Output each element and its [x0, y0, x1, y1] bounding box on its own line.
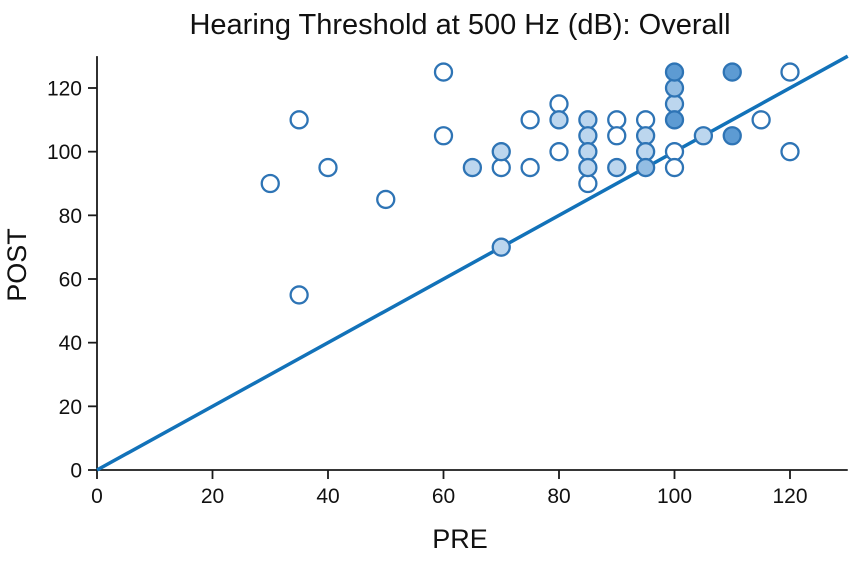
data-point: [462, 157, 483, 178]
y-tick-label: 0: [70, 460, 82, 483]
data-point: [491, 142, 511, 162]
data-point: [289, 110, 309, 130]
axis-ticks: 0 20 40 60 80 100 120 0 20 40 60 80 100 120: [47, 78, 808, 509]
data-point: [578, 142, 598, 162]
x-tick-label: 20: [201, 485, 224, 508]
y-tick-label: 20: [59, 396, 82, 419]
data-point: [751, 110, 771, 130]
data-point: [578, 110, 598, 130]
x-tick-label: 120: [772, 485, 807, 508]
x-tick-label: 100: [657, 485, 692, 508]
data-point: [635, 142, 656, 162]
data-point: [664, 78, 685, 98]
data-point: [664, 94, 685, 114]
data-point: [693, 126, 714, 146]
data-point: [722, 126, 742, 146]
data-point: [549, 94, 569, 114]
data-point: [578, 173, 598, 194]
x-axis-label: PRE: [432, 524, 488, 554]
x-tick-label: 0: [91, 485, 103, 508]
data-point: [635, 110, 656, 130]
y-tick-label: 100: [47, 141, 82, 164]
data-point: [491, 237, 511, 257]
data-point: [664, 110, 685, 130]
data-point: [433, 126, 454, 146]
data-point: [635, 126, 656, 146]
data-point: [607, 126, 627, 146]
axes: [96, 56, 848, 471]
data-point: [722, 62, 742, 82]
x-tick-label: 60: [432, 485, 455, 508]
data-point: [260, 173, 280, 194]
data-point: [607, 110, 627, 130]
x-tick-label: 80: [547, 485, 570, 508]
data-point: [780, 142, 800, 162]
data-point: [433, 62, 454, 82]
identity-line: [96, 54, 849, 472]
y-axis-label: POST: [2, 228, 32, 302]
chart-title: Hearing Threshold at 500 Hz (dB): Overal…: [189, 9, 730, 41]
data-point: [664, 142, 685, 162]
data-point: [549, 110, 569, 130]
identity-line-stroke: [96, 54, 849, 472]
data-points: [260, 62, 800, 305]
data-point: [780, 62, 800, 82]
data-point: [520, 157, 540, 178]
data-point: [607, 157, 627, 178]
y-tick-label: 120: [47, 78, 82, 101]
y-tick-label: 60: [59, 269, 82, 292]
data-point: [578, 157, 598, 178]
data-point: [578, 126, 598, 146]
data-point: [289, 285, 309, 305]
data-point: [635, 157, 656, 178]
y-tick-label: 40: [59, 332, 82, 355]
data-point: [376, 189, 396, 210]
data-point: [318, 157, 338, 178]
data-point: [491, 157, 511, 178]
y-tick-label: 80: [59, 205, 82, 228]
data-point: [520, 110, 540, 130]
x-tick-label: 40: [316, 485, 339, 508]
data-point: [664, 157, 685, 178]
data-point: [664, 62, 685, 82]
data-point: [549, 142, 569, 162]
